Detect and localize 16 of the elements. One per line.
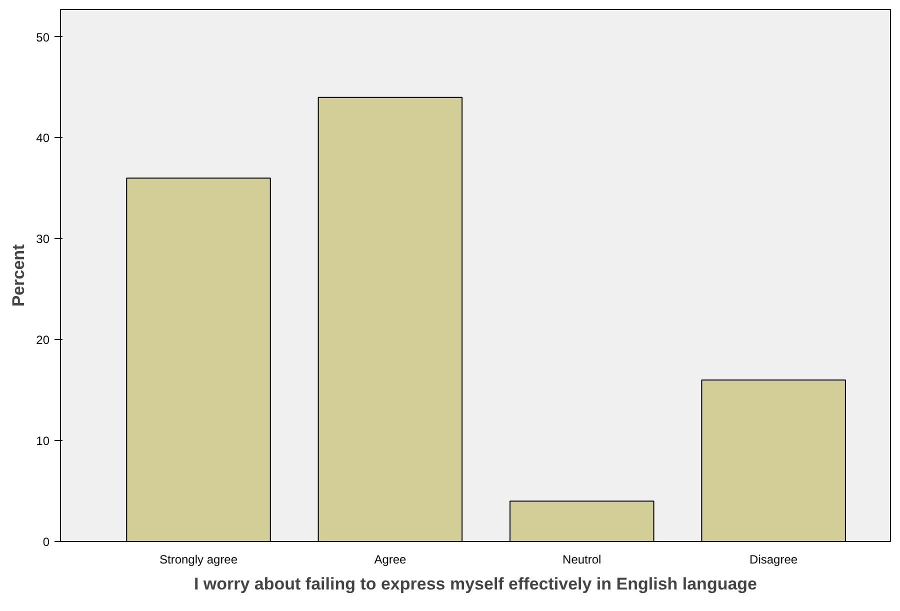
bar [510,500,654,542]
x-axis-title: I worry about failing to express myself effectively in English language [194,574,758,594]
x-tick-label: Disagree [750,552,798,566]
bar [318,96,463,542]
y-tick-label: 10 [36,434,50,448]
x-tick-label: Strongly agree [159,552,238,566]
x-tick-label: Neutrol [562,552,602,566]
bar [126,178,271,542]
y-axis-title: Percent [9,244,28,307]
y-tick-label: 50 [36,30,50,44]
y-tick-label: 20 [36,333,50,348]
y-tick-label: 0 [42,535,50,549]
y-tick-label: 40 [36,131,50,146]
bar [701,379,846,542]
x-tick-label: Agree [374,552,407,566]
y-tick-label: 30 [36,232,50,246]
